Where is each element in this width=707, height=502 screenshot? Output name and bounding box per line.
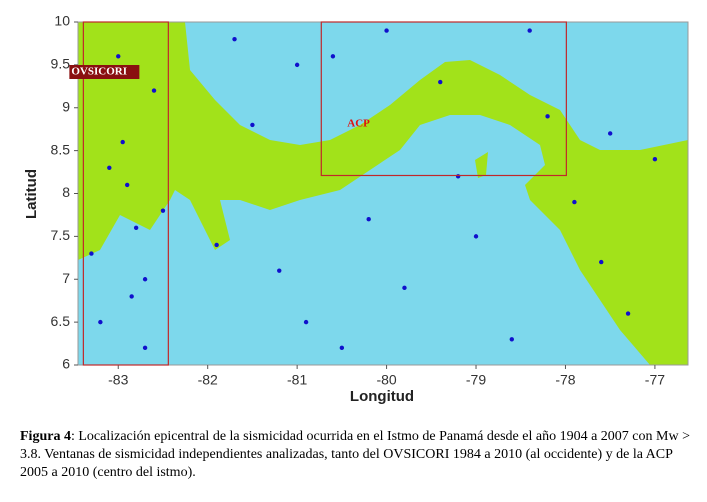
epicenter [402, 285, 407, 291]
epicenter [339, 345, 345, 351]
window-label-bg [69, 65, 140, 79]
epicenter [572, 199, 577, 205]
analysis-window [82, 21, 169, 366]
epicenter [277, 268, 282, 273]
x-axis-title: Longitud [350, 388, 414, 405]
y-tick-label: 7.5 [51, 227, 71, 243]
epicenter [142, 277, 148, 282]
x-tick-label: -82 [198, 372, 218, 388]
y-tick-label: 8 [62, 184, 70, 200]
window-label: ACP [347, 118, 370, 130]
y-tick-label: 7 [62, 270, 70, 286]
y-tick-label: 8.5 [51, 141, 71, 157]
x-tick-label: -77 [645, 372, 665, 388]
epicenter [294, 62, 300, 68]
analysis-window [320, 21, 567, 177]
caption-label: Figura 4 [20, 429, 71, 444]
island [475, 152, 488, 178]
y-tick-label: 6.5 [51, 313, 71, 329]
epicenter [455, 174, 461, 179]
epicenter [473, 234, 479, 239]
epicenter [652, 157, 658, 162]
x-tick-label: -80 [376, 372, 396, 388]
epicenter [545, 114, 550, 119]
epicenter [384, 28, 389, 33]
epicenter [129, 294, 134, 299]
y-tick-label: 10 [54, 13, 70, 29]
epicenter [232, 36, 237, 42]
epicenter [303, 319, 309, 325]
land [78, 22, 688, 365]
epicenter [142, 345, 148, 351]
y-tick-label: 9.5 [51, 56, 71, 72]
epicenter [250, 122, 255, 128]
epicenter [120, 139, 125, 145]
epicenter [116, 54, 121, 59]
epicenter [107, 165, 112, 170]
epicenter [527, 28, 532, 33]
epicenter [330, 54, 336, 59]
epicenter [133, 225, 139, 230]
caption-text: : Localización epicentral de la sismicid… [20, 429, 690, 480]
window-label: OVSICORI [71, 66, 127, 78]
epicenter [214, 242, 219, 248]
epicenter [89, 251, 94, 256]
epicenter [607, 131, 613, 136]
epicenter [509, 337, 514, 342]
epicenter [151, 88, 157, 93]
y-tick-label: 6 [62, 356, 70, 372]
epicenter [625, 311, 631, 316]
epicenter [124, 182, 130, 188]
y-tick-label: 9 [62, 98, 70, 114]
x-tick-label: -81 [287, 372, 307, 388]
x-tick-label: -78 [555, 372, 575, 388]
epicenter [98, 319, 103, 325]
x-tick-label: -79 [466, 372, 486, 388]
epicenter [366, 217, 371, 222]
y-axis-title: Latitud [23, 169, 40, 219]
epicenter [160, 208, 166, 213]
epicenter [599, 259, 604, 265]
caption: Figura 4: Localización epicentral de la … [20, 428, 695, 482]
epicenter [438, 79, 443, 85]
x-tick-label: -83 [108, 372, 128, 388]
map-figure: Longitud Latitud -83 -82 -81 -80 -79 -78 -77 6 6… [23, 13, 689, 405]
